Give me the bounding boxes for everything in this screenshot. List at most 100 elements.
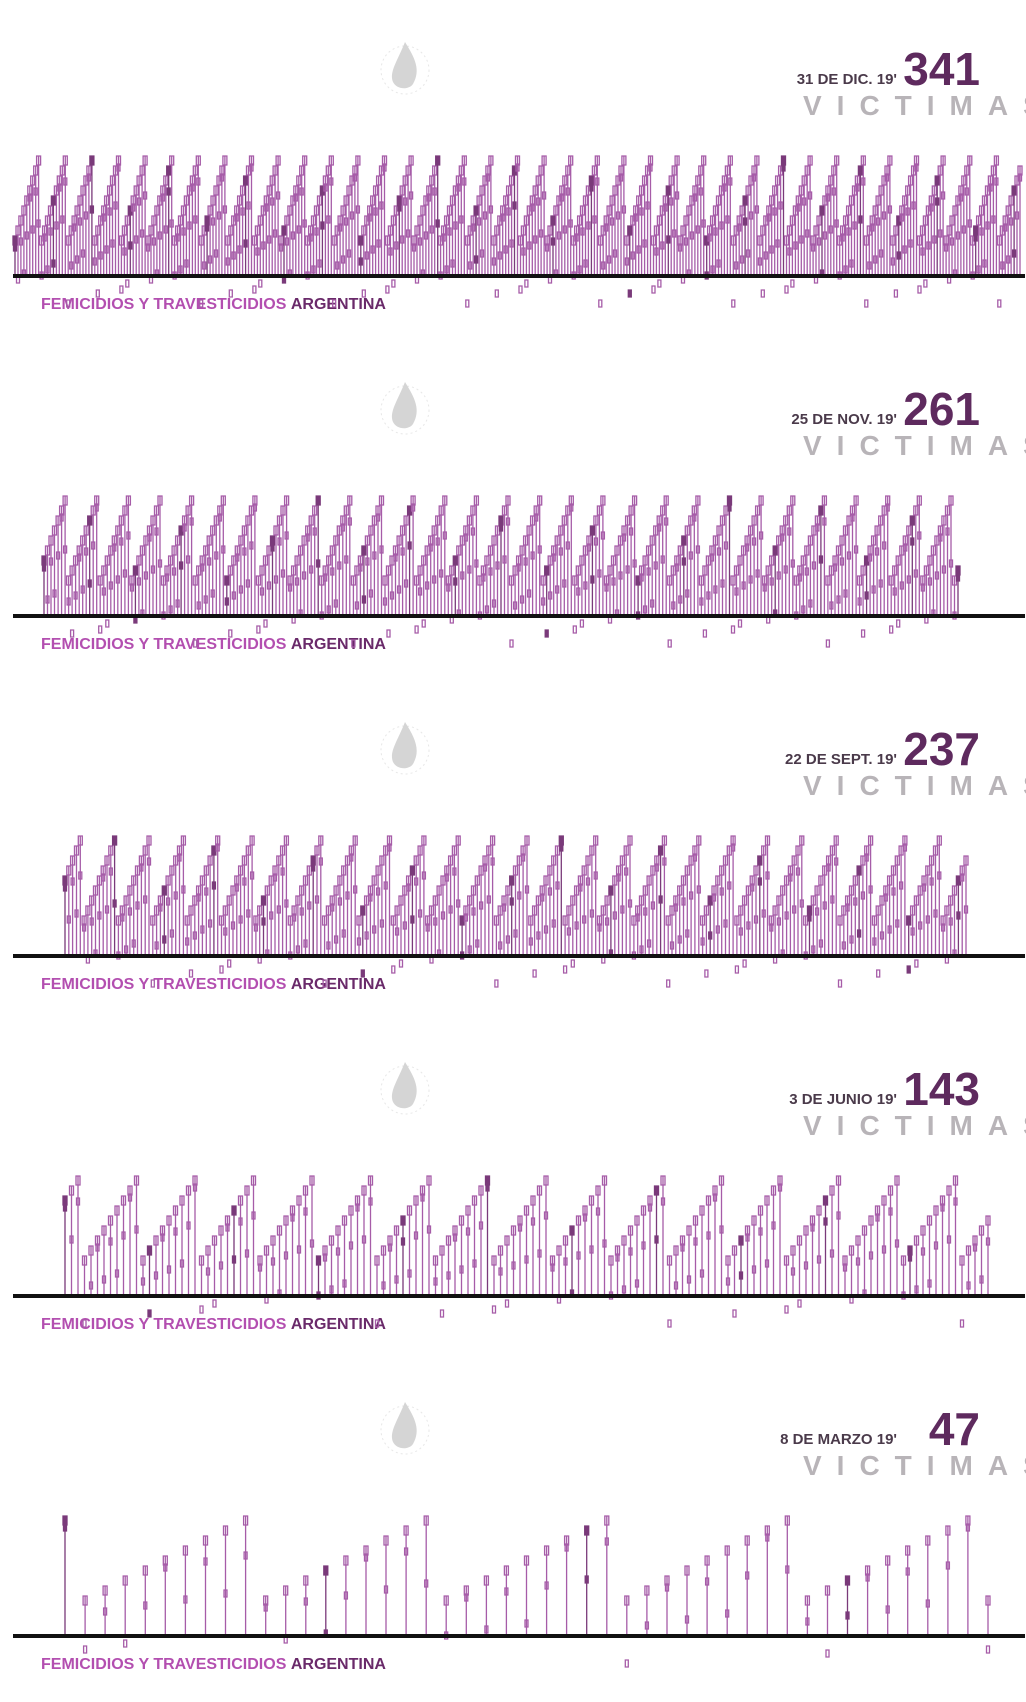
victim-stem: [385, 236, 389, 293]
victim-stem: [232, 556, 236, 616]
victim-stem: [440, 1246, 444, 1317]
victim-count: 47: [929, 1403, 980, 1455]
victim-stem: [725, 1546, 729, 1636]
victim-stem: [453, 1226, 457, 1296]
victim-stem: [759, 1206, 763, 1296]
victim-stem: [292, 906, 296, 956]
victim-stem: [545, 1546, 549, 1636]
victim-stem: [785, 236, 789, 293]
victim-stem: [128, 1186, 132, 1296]
victim-stem: [811, 1216, 815, 1296]
victim-stem: [504, 1566, 508, 1636]
victim-stem: [601, 226, 605, 276]
logo: [381, 382, 429, 434]
victim-stem: [846, 1576, 850, 1636]
victim-stem: [384, 1536, 388, 1636]
victim-stem: [492, 236, 496, 276]
victim-stem: [310, 1176, 314, 1296]
victim-stem: [433, 896, 437, 956]
victim-stem: [573, 576, 577, 633]
victim-stem: [864, 236, 868, 307]
victim-stem: [726, 1256, 730, 1296]
victim-stem: [805, 1596, 809, 1636]
victim-stem: [89, 1246, 93, 1296]
victim-stem: [102, 1226, 106, 1296]
victim-stem: [124, 896, 128, 956]
victim-stem: [735, 916, 739, 973]
victim-stem: [383, 576, 387, 616]
victim-stem: [908, 1246, 912, 1296]
victim-stem: [772, 1186, 776, 1296]
victim-stem: [148, 1246, 152, 1317]
victim-stem: [258, 1256, 262, 1296]
victim-stem: [865, 556, 869, 616]
victim-stem: [284, 1216, 288, 1296]
victim-stem: [235, 546, 239, 616]
victim-stem: [838, 916, 842, 987]
logo-flame: [392, 722, 417, 768]
victim-stem: [949, 896, 953, 956]
victim-stem: [343, 1216, 347, 1296]
victim-stem: [869, 1216, 873, 1296]
victim-stem: [551, 216, 555, 276]
victim-stem: [260, 566, 264, 616]
victim-stem: [960, 866, 964, 956]
victim-stem: [739, 906, 743, 956]
victim-stem: [163, 1556, 167, 1636]
victim-stem: [407, 876, 411, 956]
victim-stem: [598, 236, 602, 307]
panel: 22 DE SEPT. 19'237VICTIMASFEMICIDIOS Y T…: [13, 722, 1026, 993]
victim-stem: [158, 896, 162, 956]
victim-stem: [655, 1186, 659, 1296]
victim-stem: [278, 1226, 282, 1297]
victim-stem: [544, 1176, 548, 1296]
victim-stem: [636, 906, 640, 956]
victim-stem: [139, 856, 143, 956]
victim-stem: [681, 1236, 685, 1296]
victim-stem: [408, 1206, 412, 1296]
victim-stem: [889, 576, 893, 633]
victim-stem: [460, 1216, 464, 1296]
victim-stem: [330, 1236, 334, 1296]
victim-stem: [202, 226, 206, 276]
victim-stem: [143, 1566, 147, 1636]
footer-highlight: FEMICIDIOS Y TRAVESTICIDIOS: [41, 976, 287, 993]
victim-stem: [612, 556, 616, 616]
victim-stem: [137, 556, 141, 616]
victim-stem: [710, 546, 714, 616]
victim-stem: [694, 1216, 698, 1296]
victim-stem: [941, 916, 945, 956]
unit-label: VICTIMAS: [803, 90, 1026, 121]
victim-stem: [625, 1596, 629, 1667]
victim-stem: [101, 866, 105, 956]
victim-stem: [745, 1536, 749, 1636]
victim-stem: [872, 916, 876, 956]
victim-stem: [986, 1596, 990, 1653]
victim-stem: [541, 576, 545, 616]
victim-stem: [866, 1566, 870, 1636]
victim-stem: [946, 1526, 950, 1636]
victim-stem: [590, 1196, 594, 1296]
victim-stem: [705, 236, 709, 279]
footer: FEMICIDIOS Y TRAVESTICIDIOS ARGENTINA: [41, 636, 386, 653]
victim-stem: [540, 886, 544, 956]
victim-stem: [551, 1256, 555, 1296]
victim-stem: [655, 856, 659, 956]
logo-flame: [392, 42, 417, 88]
victim-stem: [77, 546, 81, 616]
victim-stem: [941, 1196, 945, 1296]
victim-stem: [254, 916, 258, 956]
victim-stem: [765, 1526, 769, 1636]
victim-stem: [598, 916, 602, 956]
victim-stem: [687, 1226, 691, 1296]
footer: FEMICIDIOS Y TRAVESTICIDIOS ARGENTINA: [41, 296, 386, 313]
victim-stem: [232, 1206, 236, 1296]
victim-stem: [109, 1216, 113, 1296]
victim-stem: [264, 1596, 268, 1636]
footer: FEMICIDIOS Y TRAVESTICIDIOS ARGENTINA: [41, 1656, 386, 1673]
victim-stem: [135, 1176, 139, 1296]
footer-highlight: FEMICIDIOS Y TRAVESTICIDIOS: [41, 296, 287, 313]
victim-stem: [404, 1526, 408, 1636]
victim-stem: [98, 576, 102, 633]
victim-stem: [479, 1186, 483, 1296]
